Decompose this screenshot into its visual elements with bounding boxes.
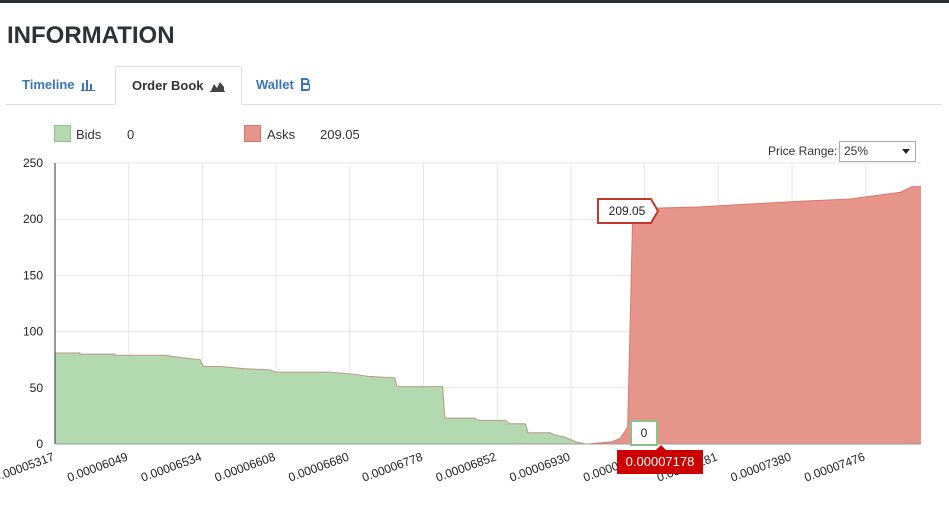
area	[55, 352, 585, 444]
x-tick-label: 0.00005317	[0, 450, 56, 485]
y-tick-label: 250	[23, 156, 43, 170]
area	[587, 186, 921, 444]
y-tick-label: 0	[36, 437, 43, 451]
legend-label: Asks	[267, 127, 296, 142]
section-title: INFORMATION	[7, 22, 175, 49]
tab-active[interactable]: Order Book	[115, 66, 242, 105]
x-tick-label: 0.00006049	[65, 450, 130, 485]
y-tick-label: 100	[23, 325, 43, 339]
legend-swatch	[244, 125, 261, 142]
tooltip: 209.05	[597, 198, 660, 224]
x-tick-label: 0.00007380	[729, 450, 794, 485]
crosshair-text: 0.00007178	[626, 454, 695, 469]
legend-value: 209.05	[320, 127, 360, 142]
x-tick-label: 0.00006680	[286, 450, 351, 485]
tab-icon	[80, 80, 95, 91]
tooltip-text: 209.05	[609, 204, 646, 218]
legend-label: Bids	[76, 127, 102, 142]
tab-icon	[209, 82, 225, 92]
x-tick-label: 0.00006608	[213, 450, 278, 485]
tab-label: Order Book	[132, 78, 204, 93]
tooltip-box	[597, 198, 660, 224]
tab-bar: Timeline Order Book Wallet	[6, 66, 942, 105]
y-tick-label: 200	[23, 212, 43, 226]
crosshair-label: 0.00007178	[617, 445, 703, 474]
tooltip-box	[630, 420, 658, 446]
tab-icon	[300, 78, 311, 91]
crosshair-box	[617, 450, 703, 474]
x-tick-label: 0.00006852	[434, 450, 499, 485]
depth-chart: 0 50 100 150 200 250 0.00005317 0.00006049 0.000…	[0, 156, 921, 485]
x-tick-label: 0.00006778	[360, 450, 425, 485]
legend-swatch	[54, 125, 71, 142]
crosshair-pointer	[656, 445, 666, 450]
price-range-select[interactable]: 25%	[839, 141, 916, 162]
x-tick-label: 0.00007476	[802, 450, 867, 485]
x-tick-label: 0.00006534	[139, 450, 204, 485]
tooltip-text: 0	[641, 426, 648, 440]
legend-value: 0	[127, 127, 135, 142]
price-range-label: Price Range:	[768, 144, 838, 158]
y-tick-label: 50	[30, 381, 44, 395]
tooltip: 0	[630, 420, 658, 446]
tab[interactable]: Wallet	[240, 66, 326, 104]
y-tick-label: 150	[23, 268, 43, 282]
tab-label: Timeline	[22, 77, 75, 92]
tab-label: Wallet	[256, 77, 294, 92]
x-tick-label: 0.00006930	[508, 450, 573, 485]
tab[interactable]: Timeline	[6, 66, 111, 104]
top-bar	[0, 0, 949, 3]
area-line	[587, 186, 921, 445]
area-line	[55, 352, 586, 445]
